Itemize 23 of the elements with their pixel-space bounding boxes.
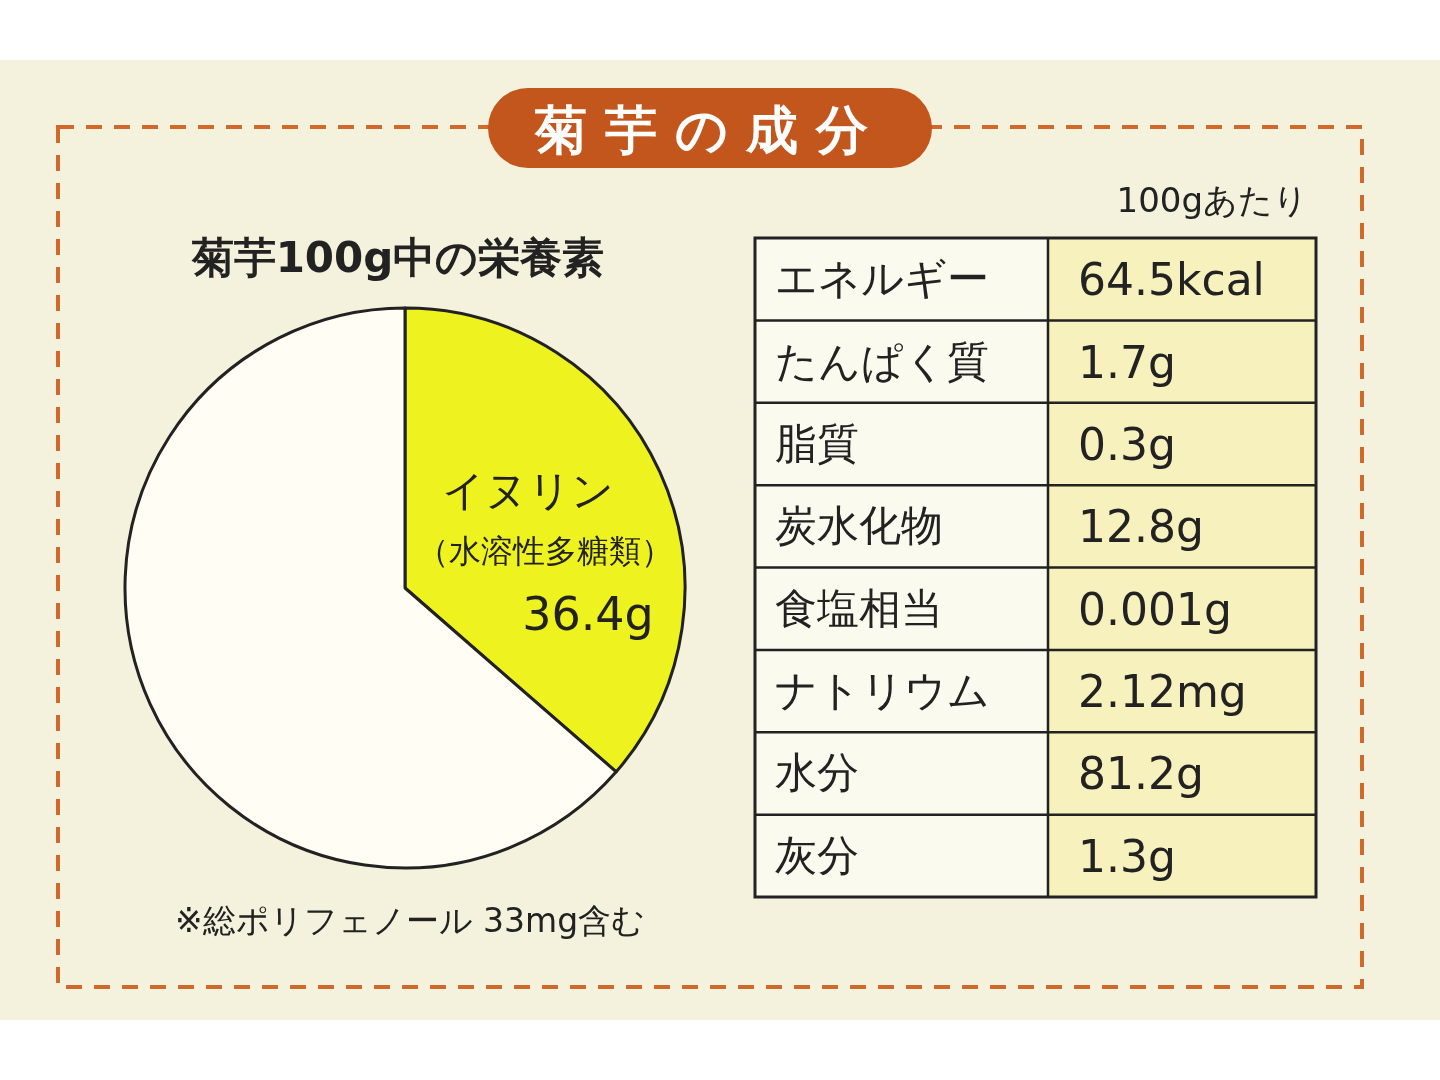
text: 12.8g: [1078, 501, 1204, 553]
text: 1.3g: [1078, 830, 1176, 882]
slice-label: イヌリン: [442, 466, 614, 515]
text: 100gあたり: [1116, 180, 1308, 220]
category-label: たんぱく質: [775, 336, 989, 386]
category-label: エネルギー: [775, 254, 989, 304]
category-label: 灰分: [775, 830, 859, 880]
text: 0.001g: [1078, 583, 1232, 635]
category-label: 炭水化物: [775, 501, 943, 551]
category-label: 食塩相当: [775, 583, 943, 633]
text: 0.3g: [1078, 418, 1176, 470]
text: 1.7g: [1078, 336, 1176, 388]
category-label: 脂質: [775, 418, 859, 468]
text: 2.12mg: [1078, 666, 1247, 718]
data-label: 36.4g: [522, 587, 654, 641]
text: （水溶性多糖類）: [417, 532, 673, 570]
chart-subtitle: 菊芋100g中の栄養素: [190, 233, 605, 282]
chart-title: 菊芋の成分: [533, 100, 886, 160]
category-label: 水分: [775, 748, 859, 798]
text: 64.5kcal: [1078, 254, 1265, 306]
text: ※総ポリフェノール 33mg含む: [174, 901, 646, 940]
category-label: ナトリウム: [775, 666, 990, 716]
text: 81.2g: [1078, 748, 1204, 800]
